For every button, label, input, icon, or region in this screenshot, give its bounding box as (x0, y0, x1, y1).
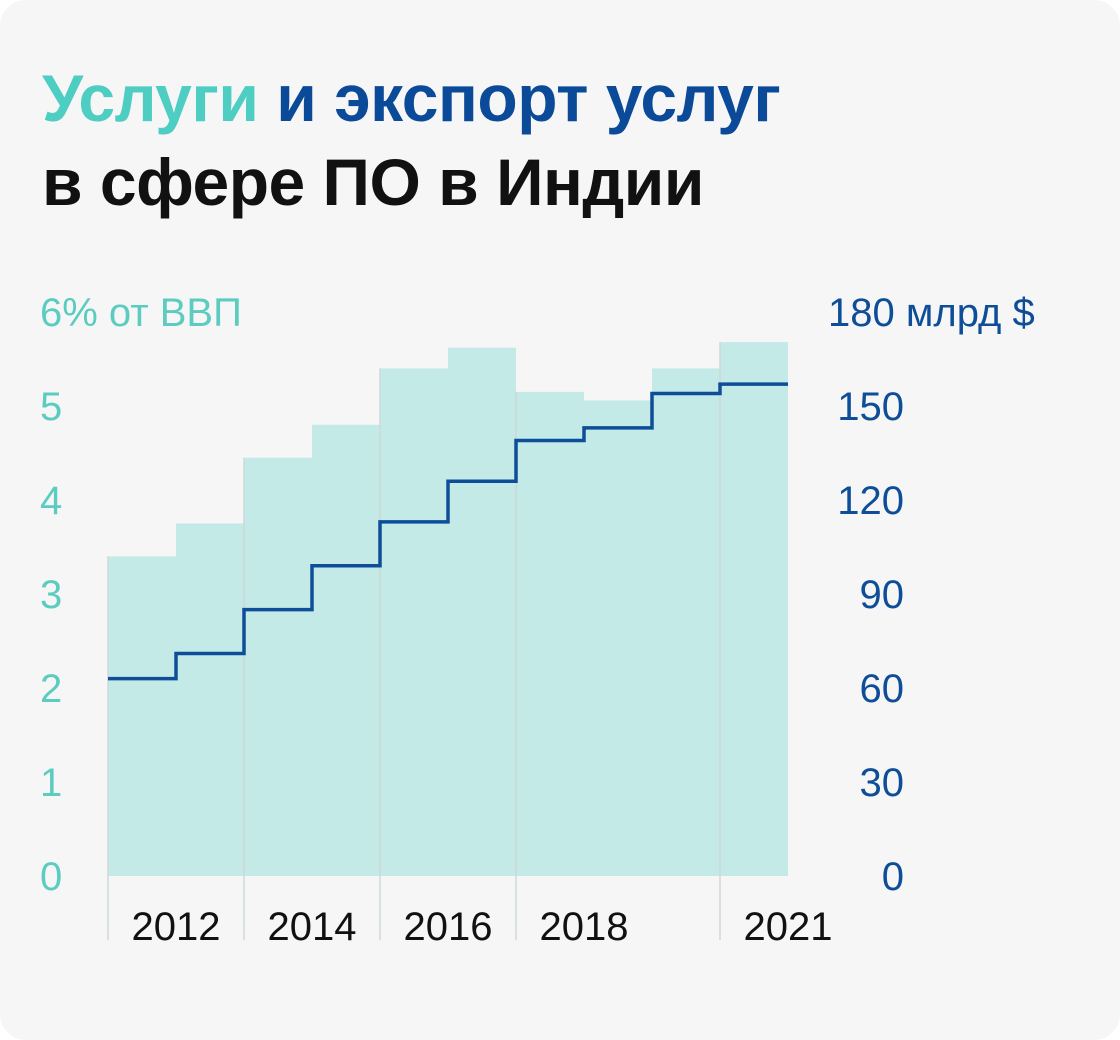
bar-2014 (312, 424, 380, 876)
bar-2013 (244, 457, 312, 876)
bars-group (108, 342, 788, 877)
bar-2015 (380, 368, 448, 876)
right-tick-label: 30 (860, 761, 905, 805)
x-tick-label: 2016 (404, 905, 493, 949)
left-axis-ticks: 0 1 2 3 4 5 6% от ВВП (40, 291, 242, 899)
bar-2020 (720, 342, 788, 877)
chart-title: Услуги и экспорт услуг в сфере ПО в Инди… (42, 56, 781, 224)
left-tick-label: 2 (40, 667, 62, 711)
right-tick-label: 90 (860, 573, 905, 617)
title-export-words: и экспорт услуг (276, 61, 781, 135)
bar-2019 (652, 368, 720, 876)
right-tick-label: 120 (837, 479, 904, 523)
right-tick-label: 60 (860, 667, 905, 711)
right-tick-label: 0 (882, 855, 904, 899)
left-tick-label: 4 (40, 479, 62, 523)
left-tick-label: 3 (40, 573, 62, 617)
bar-2012 (176, 523, 244, 876)
x-tick-label: 2012 (132, 905, 221, 949)
x-tick-label: 2014 (268, 905, 357, 949)
left-axis-label: 6% от ВВП (40, 291, 242, 335)
x-tick-label: 2021 (744, 905, 833, 949)
bar-2017 (516, 391, 584, 876)
x-tick-label: 2018 (540, 905, 629, 949)
right-tick-label: 150 (837, 385, 904, 429)
export-step-line (108, 382, 788, 681)
left-tick-label: 0 (40, 855, 62, 899)
bar-2016 (448, 347, 516, 877)
right-axis-ticks: 0 30 60 90 120 150 180 млрд $ (828, 291, 1035, 899)
title-services-word: Услуги (42, 61, 259, 135)
title-line-2: в сфере ПО в Индии (42, 145, 704, 219)
export-step-line-group (108, 382, 788, 681)
year-dividers (107, 342, 721, 940)
bar-2018 (584, 400, 652, 876)
bar-2011 (108, 556, 176, 876)
left-tick-label: 5 (40, 385, 62, 429)
left-tick-label: 1 (40, 761, 62, 805)
right-axis-label: 180 млрд $ (828, 291, 1035, 335)
x-axis-ticks: 2012 2014 2016 2018 2021 (132, 905, 833, 949)
